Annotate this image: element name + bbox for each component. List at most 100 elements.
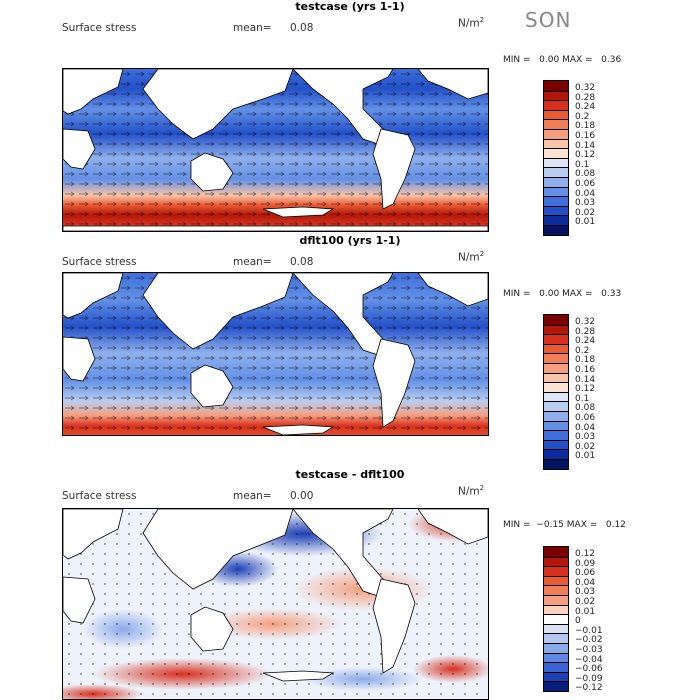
min-max-readout: MIN = −0.15 MAX = 0.12: [503, 520, 626, 530]
colorbar-tick-label: 0.24: [575, 336, 596, 347]
colorbar-swatch: [544, 642, 568, 653]
colorbar-swatch: [544, 662, 568, 672]
max-value: 0.12: [605, 520, 626, 530]
panel-testcase: testcase (yrs 1-1) Surface stress mean= …: [0, 0, 700, 236]
colorbar-tick-label: 0.14: [575, 140, 596, 151]
surface-stress-map: [62, 68, 489, 232]
field-label: Surface stress: [62, 490, 137, 502]
min-label: MIN =: [503, 55, 531, 65]
colorbar-swatch: [544, 633, 568, 643]
field-label: Surface stress: [62, 22, 137, 34]
colorbar-tick-label: 0: [575, 616, 581, 627]
min-max-readout: MIN = 0.00 MAX = 0.33: [503, 289, 621, 299]
colorbar-tick-label: 0.01: [575, 451, 596, 462]
colorbar-tick-label: 0.01: [575, 217, 596, 228]
min-value: 0.00: [539, 289, 560, 299]
colorbar-swatch: [544, 324, 568, 335]
colorbar-tick-label: 0.02: [575, 441, 596, 452]
colorbar-swatch: [544, 566, 568, 576]
colorbar-tick-label: 0.18: [575, 121, 596, 132]
colorbar-tick-label: 0.1: [575, 393, 590, 404]
colorbar-swatch: [544, 430, 568, 440]
colorbar-swatch: [544, 594, 568, 605]
colorbar-swatch: [544, 439, 568, 450]
colorbar-swatch: [544, 215, 568, 225]
max-value: 0.33: [601, 289, 622, 299]
colorbar-swatch: [544, 186, 568, 197]
map-svg: [63, 509, 488, 699]
colorbar-tick-label: −0.02: [575, 635, 603, 646]
colorbar-swatch: [544, 671, 568, 682]
colorbar-swatch: [544, 109, 568, 120]
colorbar-swatch: [544, 315, 568, 325]
panel-title: testcase - dflt100: [295, 468, 405, 481]
mean-value: 0.08: [290, 256, 314, 268]
surface-stress-map: [62, 272, 489, 436]
mean-value: 0.08: [290, 22, 314, 34]
colorbar-swatch: [544, 334, 568, 344]
colorbar-tick-label: 0.09: [575, 558, 596, 569]
colorbar-tick-label: 0.18: [575, 355, 596, 366]
colorbar-swatch: [544, 148, 568, 158]
colorbar-swatch: [544, 167, 568, 177]
colorbar-swatch: [544, 556, 568, 567]
colorbar-labels: 0.12 0.09 0.06 0.04 0.03 0.02 0.01 0 −0.01 −0.02−…: [575, 549, 603, 694]
colorbar-tick-label: 0.12: [575, 384, 596, 395]
colorbar-swatch: [544, 575, 568, 586]
max-label: MAX =: [566, 520, 598, 530]
colorbar-labels: 0.32 0.28 0.24 0.2 0.18 0.16 0.14 0.12 0.1 0.08 0.…: [575, 83, 596, 228]
colorbar-swatch: [544, 652, 568, 663]
units-label: N/m2: [458, 484, 485, 498]
min-max-readout: MIN = 0.00 MAX = 0.36: [503, 55, 621, 65]
surface-stress-diff-map: [62, 508, 489, 700]
colorbar-swatch: [544, 196, 568, 206]
colorbar-tick-label: 0.32: [575, 317, 596, 327]
colorbar-swatch: [544, 410, 568, 421]
panel-difference: testcase - dflt100 Surface stress mean= …: [0, 468, 700, 700]
colorbar-tick-label: −0.06: [575, 664, 603, 675]
colorbar-tick-label: −0.01: [575, 625, 603, 636]
colorbar-tick-label: 0.03: [575, 198, 596, 209]
mean-label: mean=: [233, 22, 272, 34]
colorbar-tick-label: 0.28: [575, 92, 596, 103]
colorbar-swatch: [544, 391, 568, 402]
colorbar-swatch: [544, 614, 568, 624]
colorbar-swatch: [544, 458, 568, 469]
colorbar-swatch: [544, 604, 568, 615]
colorbar-tick-label: 0.06: [575, 568, 596, 579]
colorbar-swatch: [544, 176, 568, 187]
colorbar-swatch: [544, 119, 568, 129]
min-label: MIN =: [503, 520, 531, 530]
colorbar-swatch: [544, 382, 568, 392]
colorbar-swatch: [544, 420, 568, 431]
panel-title: testcase (yrs 1-1): [295, 0, 405, 13]
colorbar-tick-label: 0.28: [575, 326, 596, 337]
colorbar-tick-label: 0.12: [575, 150, 596, 161]
colorbar-tick-label: 0.02: [575, 207, 596, 218]
land-masses: [63, 69, 488, 231]
colorbar-tick-label: 0.14: [575, 374, 596, 385]
colorbar-tick-label: 0.1: [575, 159, 590, 170]
colorbar-labels: 0.32 0.28 0.24 0.2 0.18 0.16 0.14 0.12 0.1 0.08 0.…: [575, 317, 596, 462]
colorbar-tick-label: 0.2: [575, 111, 590, 122]
max-label: MAX =: [562, 55, 593, 65]
map-svg: [63, 273, 488, 435]
colorbar-tick-label: 0.08: [575, 169, 596, 180]
colorbar-swatch: [544, 449, 568, 459]
mean-label: mean=: [233, 490, 272, 502]
map-svg: [63, 69, 488, 231]
min-label: MIN =: [503, 289, 531, 299]
colorbar-tick-label: 0.03: [575, 587, 596, 598]
colorbar-tick-label: −0.12: [575, 683, 603, 694]
colorbar-swatch: [544, 157, 568, 168]
land-masses: [63, 509, 488, 682]
colorbar-swatch: [544, 623, 568, 634]
colorbar-swatch: [544, 547, 568, 557]
colorbar-tick-label: 0.2: [575, 345, 590, 356]
colorbar-tick-label: 0.08: [575, 403, 596, 414]
colorbar-swatch: [544, 372, 568, 383]
max-label: MAX =: [562, 289, 593, 299]
colorbar-swatch: [544, 128, 568, 139]
colorbar-tick-label: 0.06: [575, 412, 596, 423]
colorbar-tick-label: 0.24: [575, 102, 596, 113]
